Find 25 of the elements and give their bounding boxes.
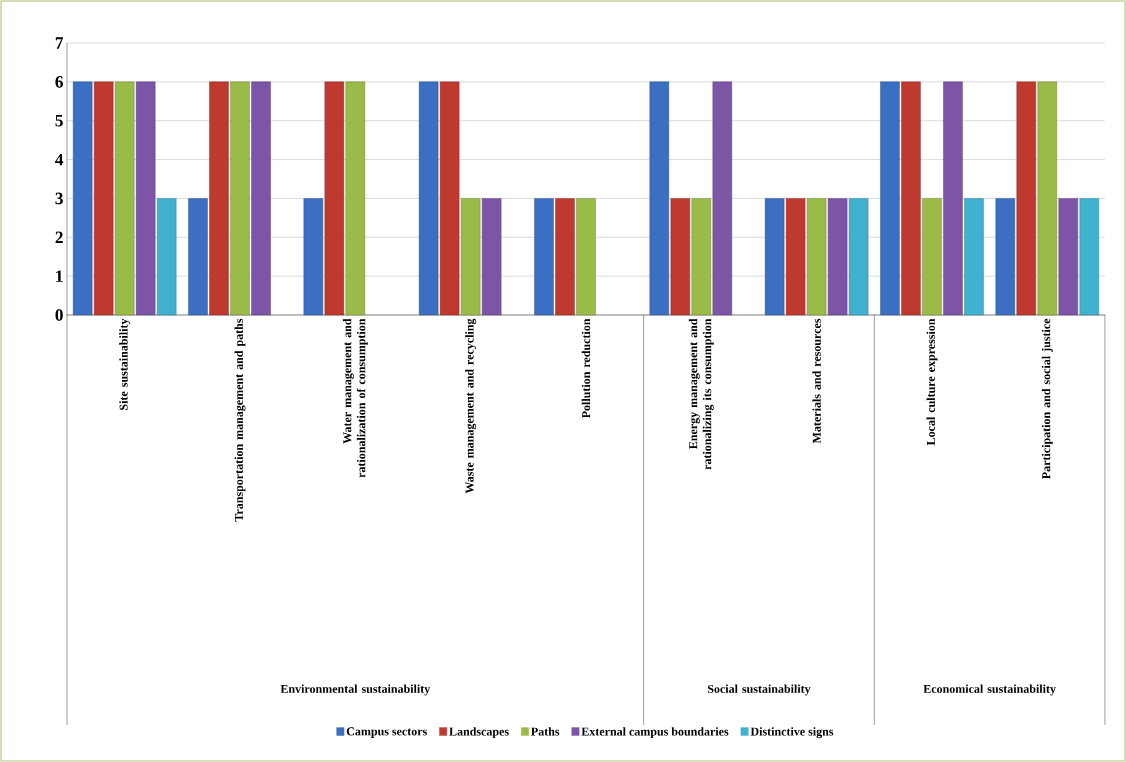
legend-label: Campus sectors (346, 727, 427, 738)
text: Economical sustainability (923, 684, 1056, 696)
x-tick-label: Pollution reduction (581, 318, 591, 419)
y-tick-label: 1 (56, 270, 63, 282)
x-tick-label: Water management and rationalization of consumption (342, 318, 368, 478)
x-tick-label: Participation and social justice (1041, 318, 1053, 479)
x-tick-label: Materials and resources (812, 318, 821, 444)
y-tick-label: 2 (55, 231, 63, 243)
y-tick-label: 6 (55, 76, 63, 88)
y-tick-label: 7 (55, 37, 64, 49)
legend-label: Paths (531, 727, 560, 736)
text: Social sustainability (707, 684, 811, 696)
x-tick-label: Energy management and rationalizing its consumption (688, 318, 714, 470)
text: Environmental sustainability (280, 684, 431, 696)
y-tick-label: 5 (55, 114, 63, 127)
y-tick-label: 4 (55, 153, 64, 166)
legend-label: Landscapes (449, 727, 509, 739)
y-tick-label: 0 (55, 309, 63, 321)
legend-label: External campus boundaries (581, 727, 729, 739)
legend-label: Distinctive signs (750, 727, 834, 739)
x-tick-label: Local culture expression (926, 318, 938, 446)
x-tick-label: Waste management and recycling (465, 318, 477, 494)
x-tick-label: Transportation management and paths (234, 318, 246, 522)
x-tick-label: Site sustainability (119, 318, 131, 410)
y-tick-label: 3 (55, 192, 63, 205)
